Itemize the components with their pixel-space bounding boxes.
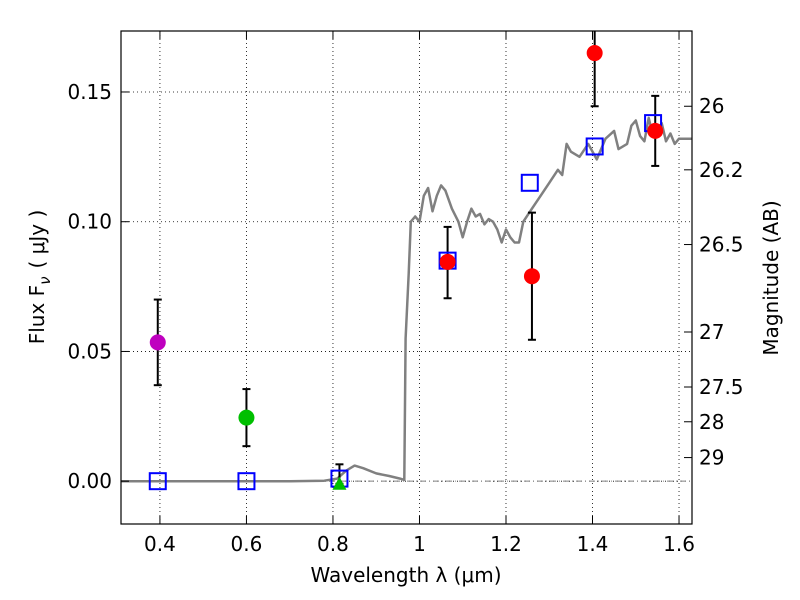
observed-point: [238, 409, 255, 426]
grid: [121, 31, 692, 524]
model-photometry-point: [237, 472, 256, 491]
model-photometry-markers: [148, 114, 663, 491]
x-tick-label: 1.4: [577, 532, 609, 556]
y-tick-label: 0.10: [67, 210, 112, 234]
observed-photometry-markers: [149, 45, 664, 490]
observed-point: [149, 334, 166, 351]
magnitude-tick-label: 29: [699, 446, 724, 470]
svg-text:Flux Fν( μJy ): Flux Fν ( μJy ): [25, 210, 54, 345]
plot-frame: [120, 30, 693, 525]
y-axis-title-units: ( μJy ): [25, 210, 49, 269]
x-tick-label: 0.4: [144, 532, 176, 556]
magnitude-tick-label: 27.5: [699, 375, 744, 399]
magnitude-tick-label: 26: [699, 94, 724, 118]
model-photometry-point: [148, 472, 167, 491]
sed-model-line: [121, 116, 692, 483]
right-axis-title: Magnitude (AB): [759, 200, 783, 355]
axis-ticks: 0.4 0.6 0.8 1 1.2 1.4 1.6 0.00 0.05 0.10 0.15 26 26.…: [67, 31, 744, 556]
observed-point: [647, 122, 664, 139]
x-tick-label: 1: [413, 532, 426, 556]
x-tick-label: 0.8: [317, 532, 349, 556]
y-tick-label: 0.05: [67, 339, 112, 363]
x-tick-label: 1.6: [663, 532, 695, 556]
error-bars: [153, 31, 660, 485]
y-tick-label: 0.00: [67, 469, 112, 493]
magnitude-tick-label: 26.5: [699, 233, 744, 257]
observed-point: [586, 45, 603, 62]
x-tick-label: 0.6: [231, 532, 263, 556]
model-photometry-point: [520, 173, 539, 192]
model-photometry-point: [585, 137, 604, 156]
observed-point: [439, 253, 456, 270]
observed-point: [523, 268, 540, 285]
x-tick-label: 1.2: [490, 532, 522, 556]
y-axis-title-subscript: ν: [36, 276, 54, 284]
y-axis-title-text: Flux F: [25, 285, 49, 344]
magnitude-tick-label: 26.2: [699, 158, 744, 182]
magnitude-tick-label: 27: [699, 320, 724, 344]
observed-point: [332, 476, 347, 490]
magnitude-tick-label: 28: [699, 410, 724, 434]
x-axis-title: Wavelength λ (μm): [310, 563, 501, 587]
y-axis-title: Flux Fν ( μJy ): [25, 210, 54, 345]
y-tick-label: 0.15: [67, 80, 112, 104]
